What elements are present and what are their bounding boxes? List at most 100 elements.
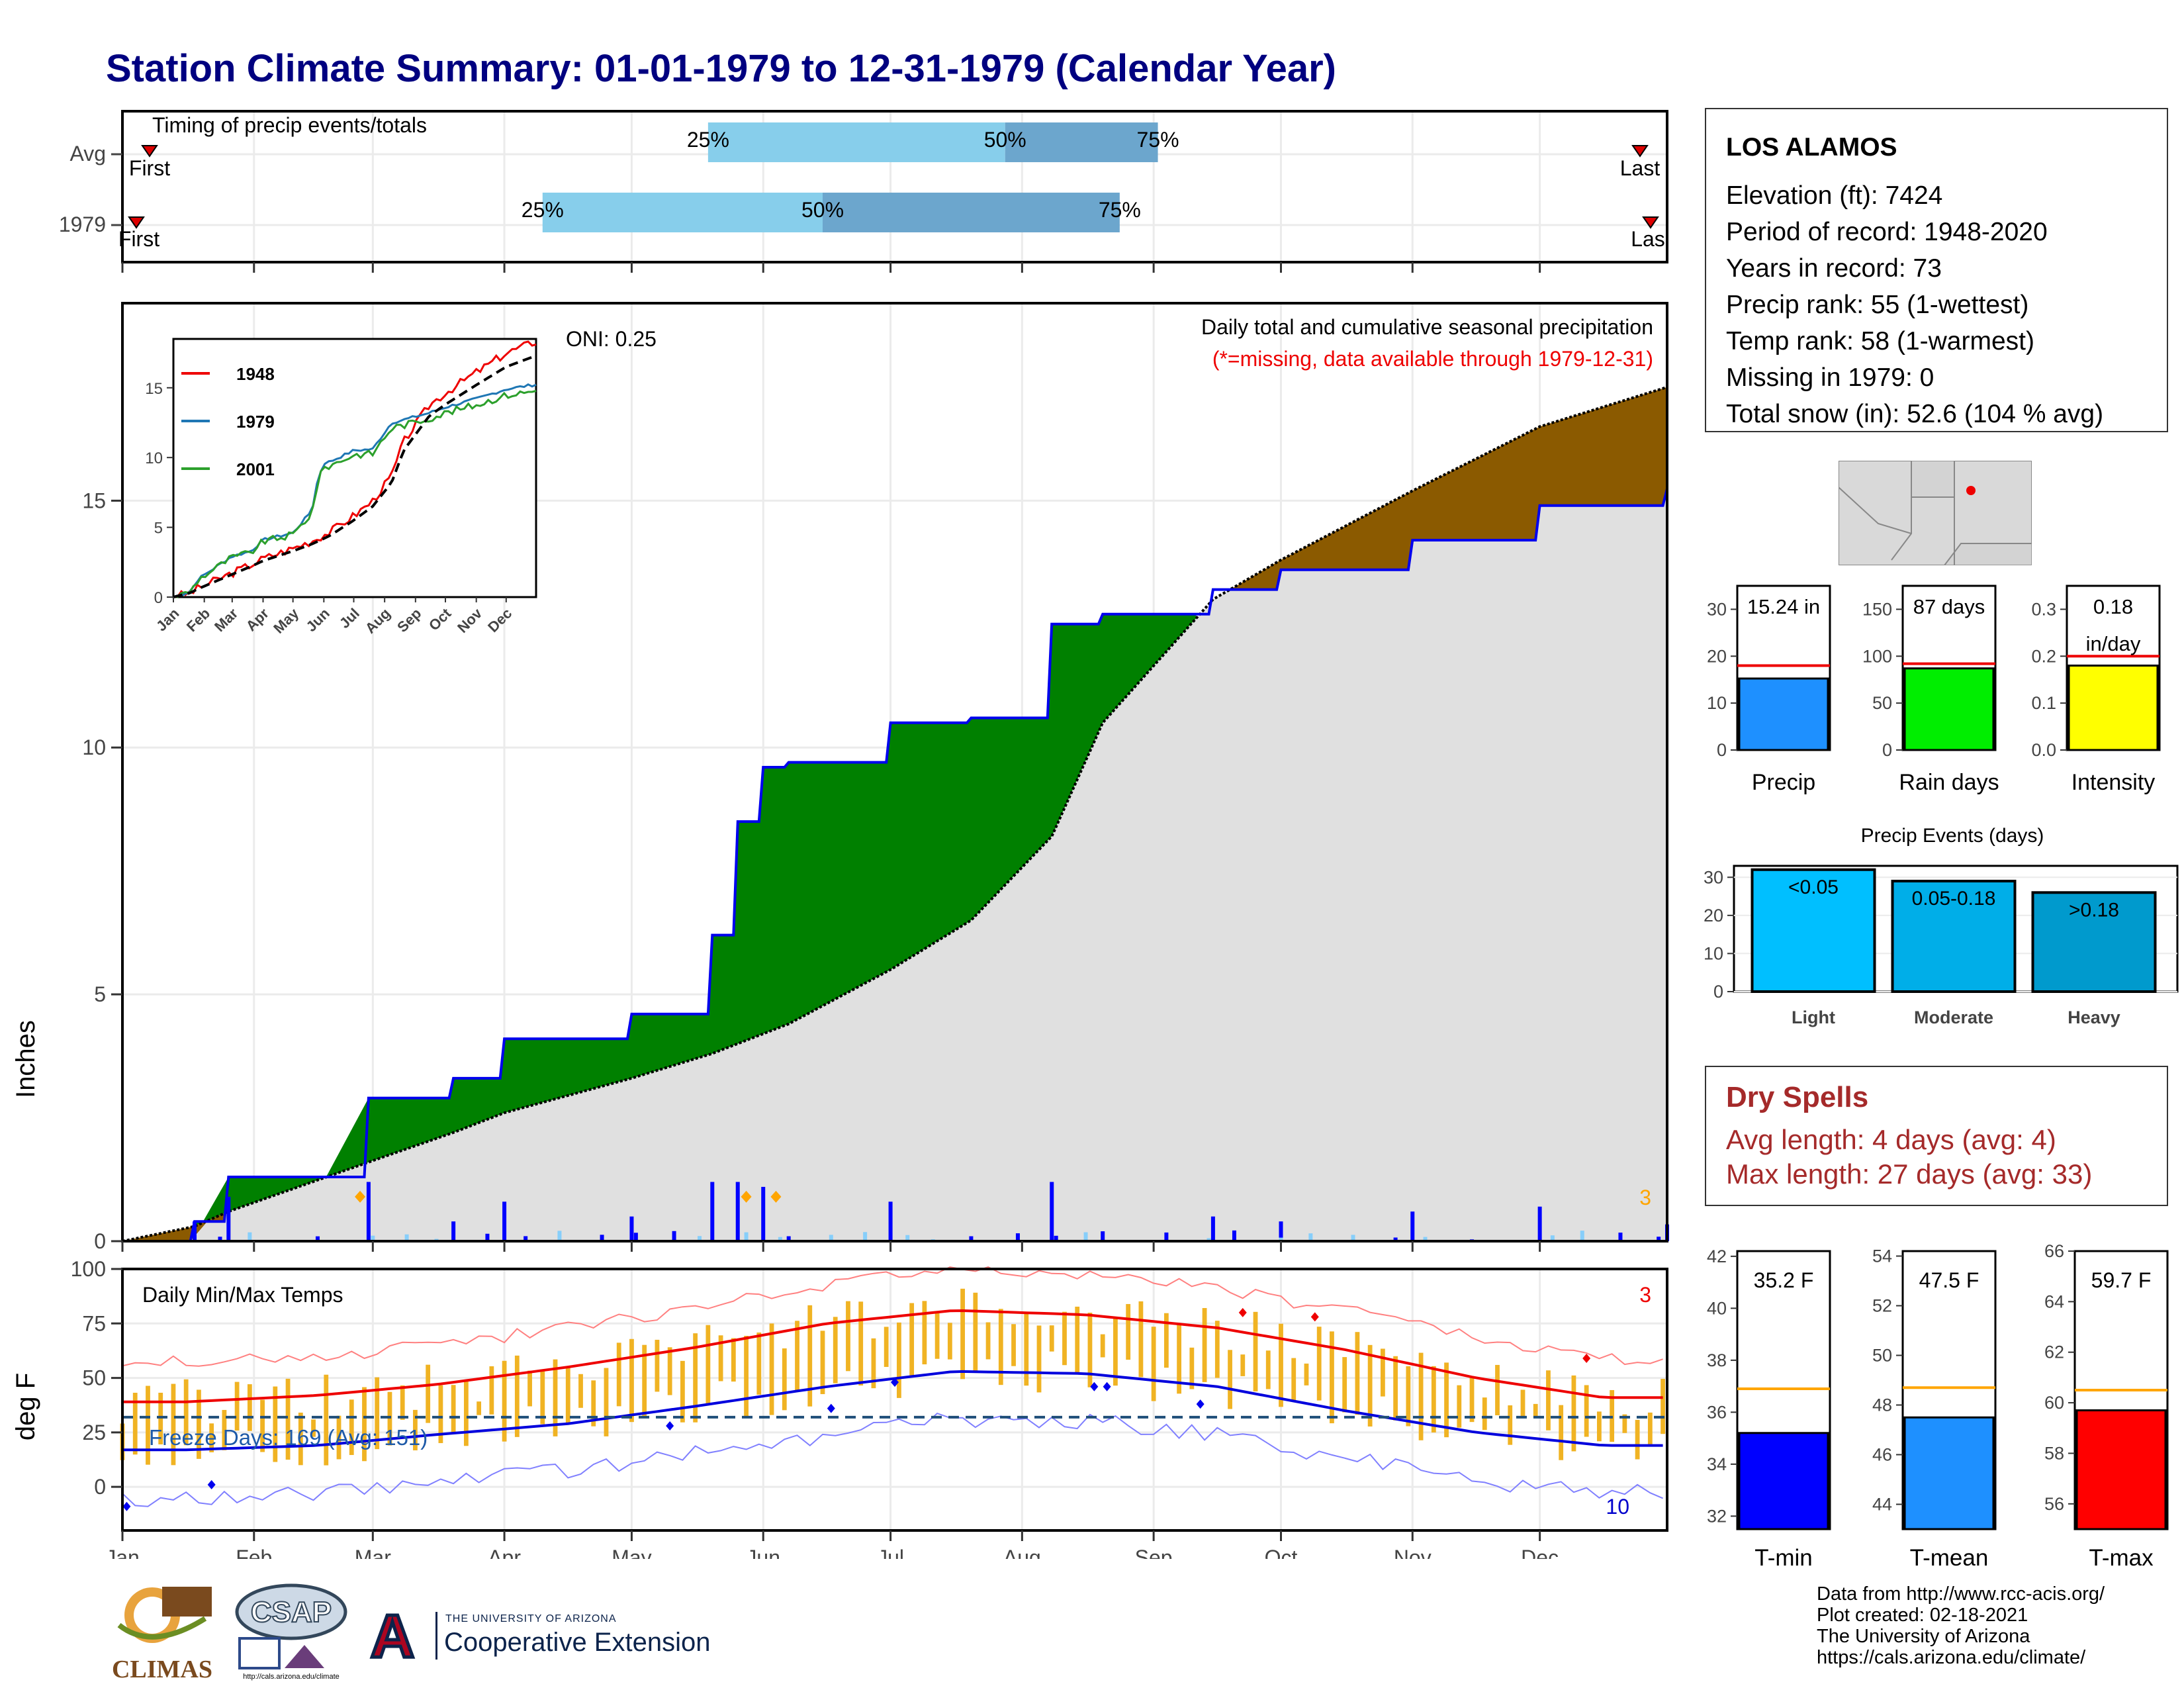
ua-extension-logo: A THE UNIVERSITY OF ARIZONA Cooperative … [359,1605,737,1665]
station-info: LOS ALAMOS Elevation (ft): 7424 Period o… [1705,108,2168,432]
inset-xtick-label: May [270,604,302,636]
precip-frame [121,302,1668,1243]
rain_days-label: Rain days [1899,770,1999,795]
daily-precip-bar [1101,1231,1105,1241]
daily-precip-bar [1580,1231,1584,1241]
tmean-tick-label: 50 [1872,1346,1892,1366]
record-low-marker [122,1501,131,1511]
daily-precip-bar [502,1201,507,1241]
daily-temp-range-bar [1367,1344,1373,1427]
daily-temp-range-bar [1342,1357,1347,1413]
daily-temp-range-bar [1431,1366,1436,1433]
daily-precip-bar [629,1216,634,1241]
csap-logo: CSAP http://cals.arizona.edu/climate [232,1582,347,1681]
inset-xtick-label: Aug [362,605,394,637]
event-category-label: Moderate [1914,1008,1993,1027]
precip-ylabel: Inches [11,1020,40,1098]
month-label: Jul [877,1546,904,1559]
daily-precip-bar [1537,1206,1542,1241]
daily-precip-bar [523,1236,528,1241]
events-title: Precip Events (days) [1861,825,2044,847]
inset-xtick-label: Oct [426,604,455,633]
daily-precip-bar [735,1182,740,1241]
tmean-label: T-mean [1910,1545,1989,1571]
daily-precip-bar [600,1235,604,1241]
event-bar-light [1751,868,1876,994]
last-marker-avg [1631,145,1649,158]
month-label: Oct [1265,1546,1298,1559]
daily-precip-bar [672,1231,676,1241]
rain_days-tick-label: 50 [1872,693,1892,713]
events-tick-label: 0 [1713,982,1723,1002]
tmin-tick-label: 42 [1707,1246,1727,1266]
temp-record-count: 10 [1606,1495,1629,1519]
inset-xtick-label: Jul [336,605,363,632]
daily-temp-range-bar [871,1338,876,1389]
timing-pct-label: 75% [1137,128,1179,152]
month-label: May [612,1546,651,1559]
precip-ytick-label: 10 [82,735,106,759]
daily-temp-range-bar [1062,1311,1067,1366]
first-label-avg: First [129,156,170,180]
daily-precip-bar [1050,1182,1054,1241]
daily-temp-range-bar [1661,1378,1665,1434]
event-bar-label: >0.18 [2069,899,2119,921]
daily-temp-range-bar [1330,1331,1334,1424]
daily-precip-bar [315,1236,320,1241]
daily-temp-range-bar [260,1399,265,1452]
station-precip-rank: Precip rank: 55 (1-wettest) [1726,291,2029,319]
daily-temp-range-bar [1036,1325,1042,1393]
daily-temp-range-bar [565,1366,570,1425]
tmin-tick-label: 36 [1707,1402,1727,1422]
daily-precip-bar [1279,1237,1283,1241]
event-bar-heavy [2031,891,2157,994]
tmean-tick-label: 52 [1872,1296,1892,1316]
daily-precip-bar [863,1232,868,1241]
temp-frame [121,1268,1668,1532]
daily-temp-range-bar [222,1409,227,1450]
daily-precip-bar [226,1196,231,1241]
daily-temp-range-bar [973,1292,978,1373]
inset-xtick-label: Jun [303,605,333,635]
dry-spells-title: Dry Spells [1726,1081,1869,1113]
below-avg-area [122,1213,224,1241]
daily-temp-range-bar [1151,1327,1156,1401]
station-name: LOS ALAMOS [1726,133,1897,162]
daily-temp-range-bar [858,1301,864,1386]
tmax-tick-label: 60 [2044,1393,2064,1413]
daily-temp-range-bar [438,1385,443,1444]
daily-temp-range-bar [1087,1313,1093,1387]
daily-temp-range-bar [247,1384,252,1431]
daily-temp-range-bar [1584,1385,1589,1437]
timing-bar-q2-q3 [1005,122,1158,162]
daily-temp-range-bar [591,1380,596,1427]
daily-temp-range-bar [731,1338,736,1382]
month-label: Sep [1135,1546,1173,1559]
record-high-marker [1582,1353,1591,1363]
csap-url: http://cals.arizona.edu/climate [243,1673,340,1681]
daily-temp-range-bar [1049,1325,1054,1352]
daily-temp-range-bar [1024,1313,1029,1386]
daily-temp-range-bar [298,1413,303,1466]
daily-precip-bar [248,1232,252,1241]
daily-temp-range-bar [1647,1412,1653,1446]
rain_days-value: 87 days [1913,595,1985,618]
intensity-tick-label: 0.2 [2031,646,2056,666]
daily-temp-range-bar [604,1368,609,1436]
temp-chart: 0 25 50 75 100 Daily Min/Max Temps Freeze Da… [11,1257,1668,1559]
intensity-value: 0.18 [2093,595,2133,618]
daily-temp-range-bar [998,1309,1003,1385]
daily-temp-range-bar [1393,1356,1398,1421]
csap-wordmark: CSAP [251,1596,332,1628]
tmean-tick-label: 48 [1872,1395,1892,1415]
temp-ylabel: deg F [11,1373,40,1440]
precip-value: 15.24 in [1747,595,1820,618]
daily-temp-range-bar [960,1288,965,1380]
daily-temp-range-bar [540,1369,545,1425]
dry-spells-avg: Avg length: 4 days (avg: 4) [1726,1124,2056,1155]
temp-ytick-label: 100 [71,1257,106,1281]
daily-temp-range-bar [477,1401,482,1415]
daily-precip-bar [1054,1235,1058,1241]
inset-ytick-label: 10 [145,449,163,467]
daily-precip-bar [744,1232,749,1241]
